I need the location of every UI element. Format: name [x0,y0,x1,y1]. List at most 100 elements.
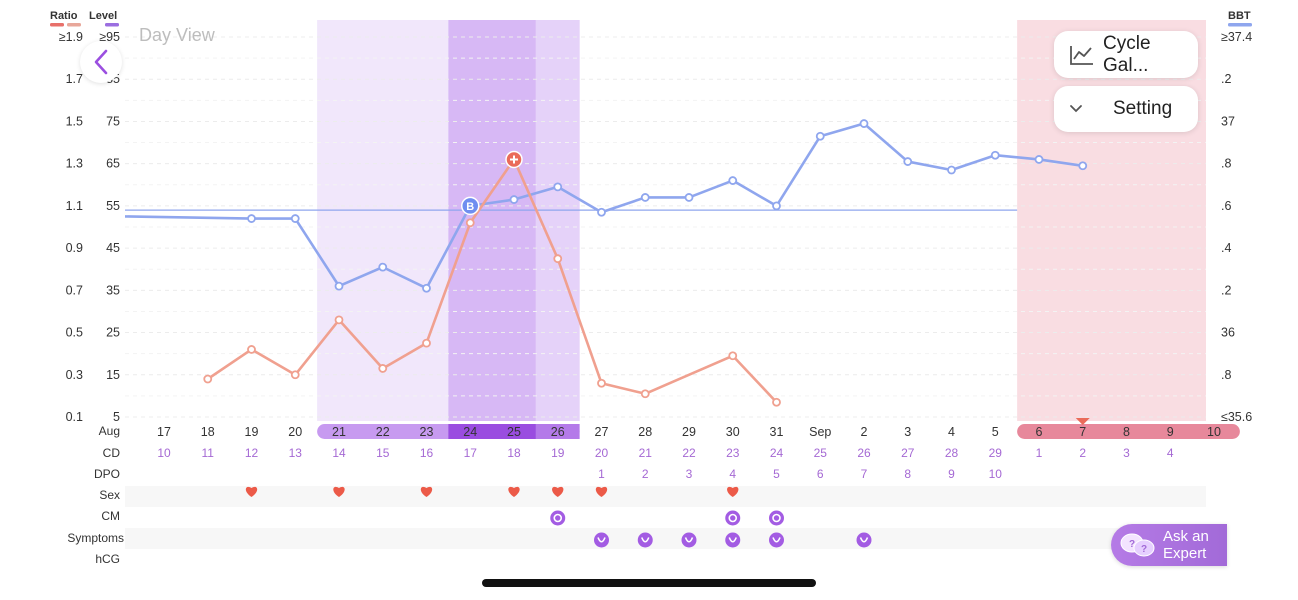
cycle-day-label: 23 [726,446,740,460]
symptom-icon [637,532,653,548]
cycle-day-label: 18 [507,446,521,460]
peak-date-pill [448,424,536,439]
date-label: 26 [551,425,565,439]
bbt-data-point [247,214,256,223]
bbt-data-point [1078,161,1088,171]
dpo-label: 6 [817,467,824,481]
level-tick-label: 35 [106,283,120,297]
line-chart-icon [1070,45,1093,65]
ratio-data-point [640,389,650,399]
svg-text:?: ? [1129,539,1135,550]
level-tick-label: 15 [106,368,120,382]
date-label: 8 [1123,425,1130,439]
dpo-label: 3 [686,467,693,481]
heart-icon [595,486,608,497]
symptom-icon-inner [641,537,650,543]
symptom-icon [681,532,697,548]
view-title: Day View [139,25,216,45]
cycle-day-label: 26 [857,446,871,460]
ratio-data-point [553,254,563,264]
ratio-tick-label: ≥1.9 [59,30,83,44]
cycle-day-label: 14 [332,446,346,460]
bbt-data-point [772,201,781,211]
bbt-data-point [334,281,344,291]
ratio-data-point [728,351,738,361]
dpo-label: 10 [989,467,1003,481]
level-tick-label: 45 [106,241,120,255]
ratio-data-point [422,338,431,348]
bbt-data-point [990,150,1000,160]
ask-expert-button[interactable]: ? ? Ask an Expert [1111,524,1227,566]
month-label-aug: Aug [99,424,120,438]
date-label: 17 [157,425,171,439]
cycle-day-label: 1 [1036,446,1043,460]
chevron-down-icon [1070,105,1082,113]
ovulation-marker-label: B [466,201,474,213]
ratio-data-point [378,364,388,373]
home-indicator [482,579,816,587]
symptom-icon [769,532,784,548]
heart-icon [508,486,520,497]
axis-headers: Ratio Level BBT Day View [50,10,1252,45]
bbt-tick-label: .4 [1221,241,1231,255]
date-label: 9 [1167,425,1174,439]
dpo-row-label: DPO [94,467,120,481]
cycle-day-label: 3 [1123,446,1130,460]
cycle-gallery-button[interactable]: Cycle Gal... [1054,31,1198,78]
cycle-day-label: 27 [901,446,915,460]
ask-expert-line2: Expert [1163,545,1207,562]
setting-button[interactable]: Setting [1054,86,1198,132]
chat-bubbles-icon: ? ? [1120,533,1155,557]
ratio-tick-label: 1.7 [66,72,83,86]
cycle-day-label: 20 [595,446,609,460]
symptom-icon-inner [859,537,869,543]
bbt-data-point [947,165,956,175]
bbt-legend-swatch [1228,23,1252,27]
date-label: 4 [948,425,955,439]
bbt-data-point [290,214,300,223]
setting-label: Setting [1113,98,1173,119]
cycle-day-label: 28 [945,446,959,460]
cycle-day-label: 29 [989,446,1003,460]
ratio-data-point [334,315,344,325]
ratio-tick-label: 0.5 [66,326,83,340]
cycle-day-label: 11 [202,446,215,460]
ratio-data-point [203,374,213,384]
bbt-data-point [640,193,650,202]
level-tick-label: 5 [113,410,120,424]
fertile-day-band [535,20,580,421]
cervical-mucus-icon-inner [772,513,781,523]
bbt-data-point [903,157,913,166]
bbt-tick-label: .8 [1221,157,1231,171]
back-button[interactable] [80,41,122,83]
fertile-day-pill [535,424,580,439]
symptom-icon-inner [772,537,781,543]
cycle-day-label: 2 [1079,446,1086,460]
ask-expert-line1: Ask an [1163,528,1209,545]
date-label: 19 [245,425,259,439]
date-label: 30 [726,425,740,439]
level-tick-label: 25 [106,326,120,340]
cycle-day-label: 13 [289,446,303,460]
cd-row-label: CD [103,446,121,460]
marker-row-stripe [125,528,1206,549]
chevron-left-icon [94,49,108,75]
bbt-tick-label: 36 [1221,326,1235,340]
level-tick-label: 75 [106,114,120,128]
symptom-icon-inner [684,537,694,543]
bbt-axis-title: BBT [1228,10,1251,22]
bbt-data-point [553,182,563,192]
ratio-tick-label: 1.1 [66,199,83,213]
cycle-day-label: 25 [814,446,828,460]
cervical-mucus-icon [550,510,566,526]
bbt-data-point [597,207,606,217]
level-axis-title: Level [89,10,117,22]
dpo-label: 1 [598,467,605,481]
date-label: 18 [201,425,215,439]
level-tick-label: 55 [106,199,120,213]
symptom-icon [856,532,872,548]
level-tick-label: ≥95 [99,30,120,44]
heart-icon [552,486,564,497]
symptom-icon [594,532,609,548]
heart-icon [333,486,345,497]
